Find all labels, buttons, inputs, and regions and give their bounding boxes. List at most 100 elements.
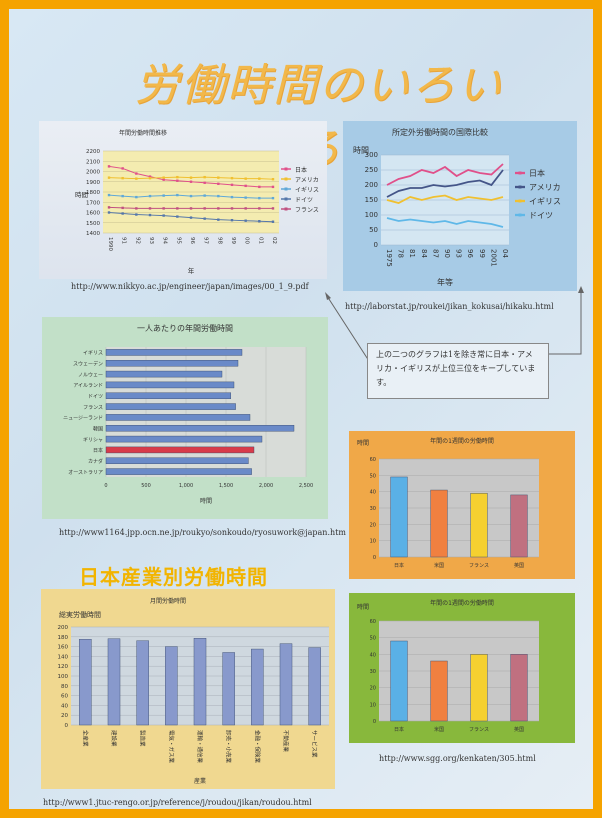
- data-point: [203, 207, 206, 210]
- data-point: [121, 194, 124, 198]
- chart1-panel: 年間労働時間推移 2200 2100 2000 1900 1800 1700 1600 1500…: [39, 121, 327, 279]
- y-tick-label: 160: [58, 645, 69, 651]
- y-tick-label: 40: [370, 490, 376, 496]
- data-point: [271, 196, 275, 200]
- x-tick-label: 製造業: [139, 730, 147, 747]
- x-tick-label: 96: [189, 237, 195, 244]
- y-tick-label: 150: [365, 196, 378, 204]
- url-4[interactable]: http://www.sgg.org/kenkaten/305.html: [379, 754, 536, 763]
- data-point: [176, 193, 179, 197]
- x-tick-label: 87: [431, 249, 439, 258]
- legend-marker: [284, 177, 288, 181]
- data-point: [271, 177, 275, 181]
- bar-1: [430, 489, 448, 558]
- chart4-panel: 年間の1週間の労働時間 時間 60 50 40 30 20 10 0 日本 米国 フランス 英国: [349, 431, 575, 579]
- url-2[interactable]: http://laborstat.jp/roukei/jikan_kokusai…: [345, 302, 554, 311]
- data-point: [107, 193, 111, 197]
- x-tick-label: 運輸・通信業: [196, 730, 204, 764]
- chart2-svg: 所定外労働時間の国際比較 300 250 200 150 100 50 0 1975 78 81 84…: [353, 127, 561, 287]
- x-tick-label: 1975: [385, 249, 393, 267]
- x-tick-label: 97: [203, 237, 209, 244]
- x-tick-label: 94: [162, 237, 168, 244]
- chart6-panel: 年間の1週間の労働時間 時間 60 50 40 30 20 10 0 日本 米国 フランス 英国: [349, 593, 575, 743]
- bar-2: [136, 640, 149, 726]
- data-point: [162, 214, 165, 217]
- data-point: [244, 177, 247, 180]
- x-tick-label: 1,000: [179, 483, 193, 489]
- bar-0: [390, 640, 408, 722]
- data-point: [230, 176, 234, 180]
- bar-9: [105, 446, 255, 454]
- x-axis-label: 年: [188, 266, 195, 275]
- y-tick-label: 1600: [86, 211, 100, 217]
- legend-label: 日本: [529, 168, 545, 178]
- y-tick-label: 120: [58, 664, 69, 670]
- data-point: [148, 175, 152, 178]
- data-point: [258, 177, 261, 180]
- y-tick-label: イギリス: [83, 351, 103, 357]
- x-tick-label: 78: [397, 249, 405, 258]
- data-point: [148, 213, 152, 217]
- legend-marker: [518, 185, 522, 189]
- legend-label: 日本: [295, 166, 307, 174]
- data-point: [203, 217, 206, 220]
- legend-marker: [284, 167, 288, 171]
- data-point: [258, 196, 261, 200]
- y-tick-label: 50: [369, 226, 378, 234]
- x-tick-label: 00: [244, 237, 250, 244]
- url-5[interactable]: http://www1.jtuc-rengo.or.jp/reference/j…: [43, 798, 312, 807]
- chart5-svg: 月間労働時間総実労働時間200180160140120100806040200全…: [58, 597, 329, 785]
- url-3[interactable]: http://www1164.jpp.ocn.ne.jp/roukyo/sonk…: [59, 528, 346, 537]
- y-tick-label: 1700: [86, 200, 100, 206]
- x-tick-label: 1990: [107, 237, 113, 251]
- bar-6: [251, 648, 264, 726]
- chart-title: 所定外労働時間の国際比較: [392, 127, 488, 137]
- plot-area: [106, 347, 306, 477]
- y-tick-label: 100: [58, 674, 69, 680]
- data-point: [162, 207, 165, 210]
- series-line-0: [386, 163, 504, 186]
- y-tick-label: オーストラリア: [68, 470, 103, 476]
- y-tick-label: 1400: [86, 231, 100, 237]
- y-tick-label: 140: [58, 654, 69, 660]
- y-tick-label: 60: [61, 694, 68, 700]
- url-1[interactable]: http://www.nikkyo.ac.jp/engineer/japan/i…: [71, 282, 309, 291]
- bar-4: [193, 638, 207, 726]
- y-tick-label: 60: [370, 457, 376, 463]
- y-tick-label: ドイツ: [88, 394, 103, 400]
- x-tick-label: 日本: [394, 562, 404, 569]
- x-tick-label: フランス: [469, 727, 489, 733]
- chart-title: 年間労働時間推移: [119, 129, 167, 137]
- y-tick-label: 0: [65, 723, 69, 729]
- bar-0: [105, 349, 243, 356]
- data-point: [135, 207, 138, 210]
- legend-label: フランス: [295, 207, 319, 214]
- data-point: [271, 207, 275, 210]
- bar-5: [222, 652, 235, 726]
- data-point: [217, 207, 220, 210]
- y-tick-label: ニュージーランド: [63, 416, 103, 422]
- y-tick-label: ギリシャ: [83, 437, 103, 443]
- data-point: [121, 167, 124, 170]
- data-point: [148, 176, 152, 180]
- x-tick-label: 93: [148, 237, 154, 244]
- x-axis-label: 年等: [437, 277, 453, 287]
- data-point: [121, 212, 124, 215]
- x-axis-label: 産業: [194, 777, 206, 785]
- y-axis-label: 時間: [357, 439, 369, 447]
- bar-1: [105, 360, 239, 367]
- legend-marker: [284, 197, 288, 201]
- data-point: [107, 211, 111, 214]
- x-tick-label: サービス業: [311, 730, 319, 758]
- chart2-panel: 所定外労働時間の国際比較 300 250 200 150 100 50 0 1975 78 81 84…: [343, 121, 577, 291]
- data-point: [135, 213, 138, 216]
- y-axis-label: 時間: [357, 603, 369, 611]
- y-tick-label: 20: [370, 522, 376, 528]
- data-point: [162, 178, 165, 181]
- data-point: [230, 207, 234, 210]
- industry-heading: 日本産業別労働時間: [79, 565, 268, 589]
- y-tick-label: 80: [61, 684, 68, 690]
- y-tick-label: 180: [58, 635, 69, 641]
